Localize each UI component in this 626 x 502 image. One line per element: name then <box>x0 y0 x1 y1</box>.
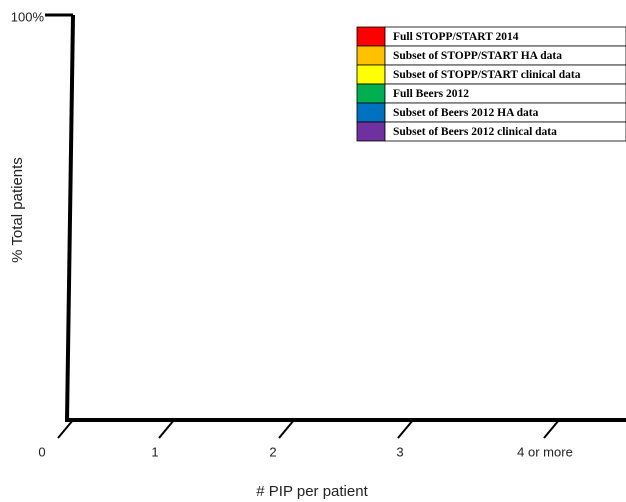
x-tick <box>158 419 175 439</box>
legend-swatch <box>356 26 386 47</box>
x-tick-label: 2 <box>269 444 276 459</box>
y-tick-label: 100% <box>11 9 45 24</box>
x-tick <box>57 419 74 439</box>
legend-swatch <box>356 45 386 66</box>
legend-swatch <box>356 121 386 142</box>
x-tick-label: 3 <box>396 444 403 459</box>
x-axis-title: # PIP per patient <box>256 483 368 500</box>
x-tick-label: 4 or more <box>517 444 573 459</box>
legend-swatch <box>356 64 386 85</box>
legend-label: Subset of Beers 2012 HA data <box>393 107 539 119</box>
legend-label: Subset of STOPP/START HA data <box>393 50 562 62</box>
x-tick-label: 1 <box>151 444 158 459</box>
legend-label: Full STOPP/START 2014 <box>393 31 519 43</box>
y-axis-title: % Total patients <box>9 157 26 263</box>
legend-cell <box>384 121 626 142</box>
x-tick <box>397 419 414 439</box>
legend-label: Subset of Beers 2012 clinical data <box>393 126 557 138</box>
legend-label: Subset of STOPP/START clinical data <box>393 69 581 81</box>
legend-swatch <box>356 83 386 104</box>
x-tick <box>278 419 295 439</box>
x-tick <box>543 419 560 439</box>
legend-label: Full Beers 2012 <box>393 88 469 100</box>
legend: Full STOPP/START 2014 Subset of STOPP/STA… <box>356 26 626 142</box>
legend-swatch <box>356 102 386 123</box>
x-tick-label: 0 <box>38 444 45 459</box>
y-axis <box>65 14 75 422</box>
